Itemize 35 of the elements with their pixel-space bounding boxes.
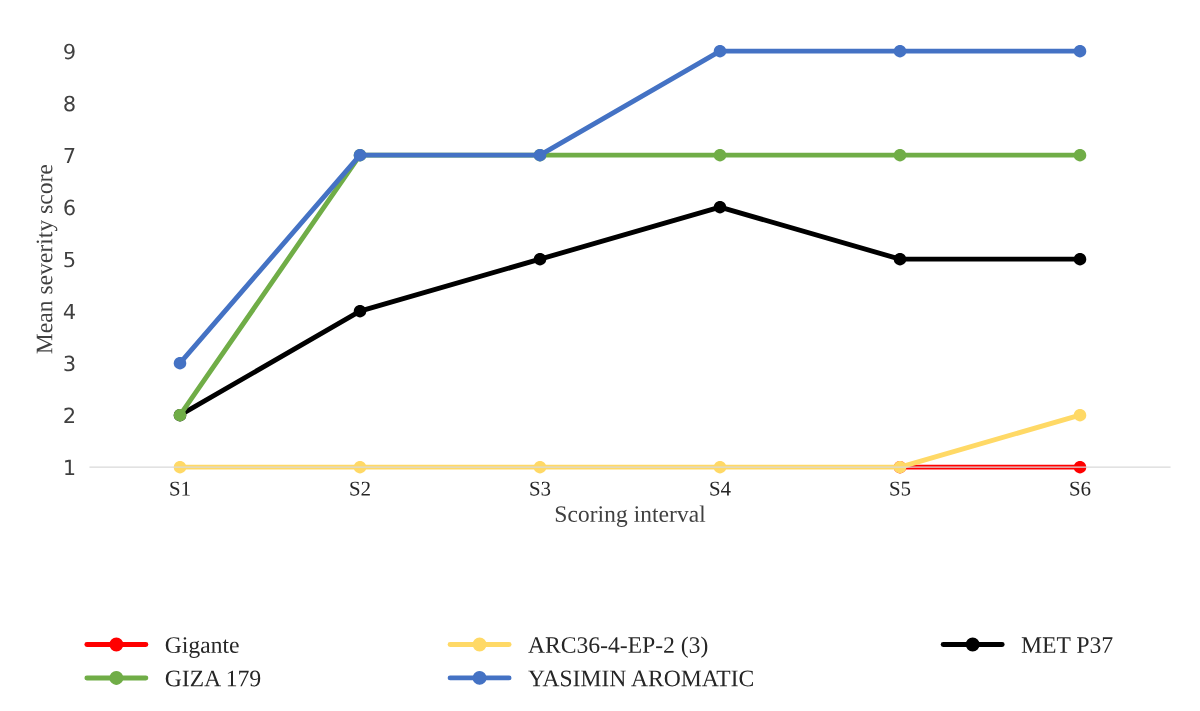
point <box>713 200 727 214</box>
y-tick-label: 5 <box>64 251 75 268</box>
x-tick-label: S2 <box>350 481 370 496</box>
legend-label: YASIMIN AROMATIC <box>528 670 753 687</box>
x-axis-title: Scoring interval <box>555 505 706 527</box>
y-tick-label: 3 <box>64 355 75 372</box>
y-tick-label: 1 <box>65 459 75 476</box>
point <box>173 356 187 370</box>
point <box>713 148 727 162</box>
x-tick-label: S6 <box>1070 481 1091 496</box>
legend-label: ARC36-4-EP-2 (3) <box>528 636 708 658</box>
point <box>893 44 907 58</box>
point <box>1073 408 1087 422</box>
x-tick-label: S5 <box>890 481 911 496</box>
point <box>1073 252 1087 266</box>
point <box>713 44 727 58</box>
point <box>893 148 907 162</box>
legend-label: MET P37 <box>1021 637 1113 654</box>
y-axis-title: Mean severity score <box>36 164 58 354</box>
legend-label: GIZA 179 <box>165 670 261 687</box>
legend-label: Gigante <box>165 637 239 658</box>
point <box>1073 148 1087 162</box>
y-tick-label: 8 <box>64 95 75 112</box>
y-tick-label: 7 <box>64 147 75 164</box>
x-tick-label: S1 <box>170 481 190 496</box>
y-tick-label: 2 <box>64 407 75 424</box>
y-tick-label: 4 <box>63 303 75 320</box>
point <box>1073 44 1087 58</box>
point <box>893 252 907 266</box>
point <box>353 304 367 318</box>
y-tick-label: 9 <box>64 43 75 60</box>
x-tick-label: S4 <box>710 481 731 496</box>
x-tick-label: S3 <box>530 481 551 496</box>
y-tick-label: 6 <box>64 199 75 216</box>
point <box>533 252 547 266</box>
